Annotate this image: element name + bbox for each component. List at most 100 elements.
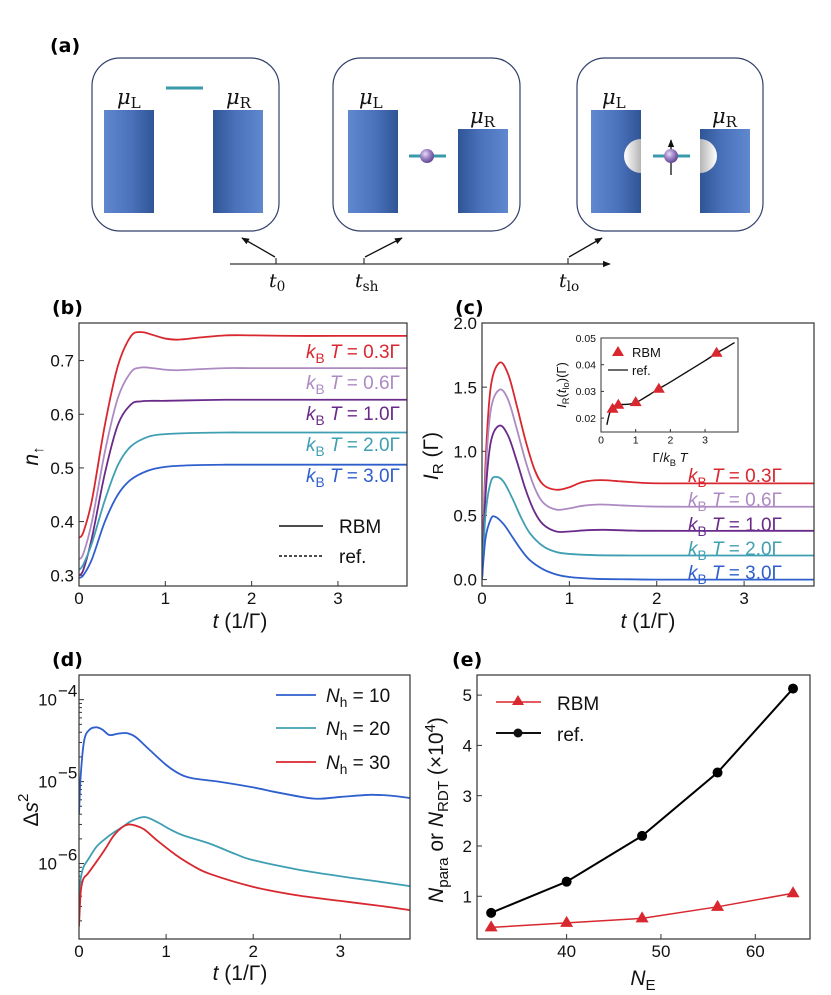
- panel-label-c: (c): [455, 297, 484, 319]
- e-point-rbm: [560, 915, 574, 927]
- panel-label-e: (e): [452, 649, 482, 671]
- e-point-ref: [561, 876, 572, 887]
- x-tick-label: 50: [651, 942, 670, 961]
- x-tick-label: 3: [702, 435, 708, 447]
- e-legend-rbm-label: RBM: [557, 694, 599, 715]
- mu-right-label: μR: [226, 85, 252, 112]
- x-tick-label: 1: [161, 942, 170, 961]
- y-tick-label: 0.4: [50, 513, 74, 532]
- b-curves: [79, 331, 407, 579]
- y-tick-label: 2: [463, 837, 472, 856]
- d-series-1: [79, 816, 410, 897]
- b-label-kbt-0.6: kB T = 0.6Γ: [306, 373, 400, 397]
- b-series-2: [79, 398, 407, 576]
- b-axis-ticks: 0 1 2 3 0.3 0.4 0.5 0.6 0.7: [50, 352, 342, 608]
- pointer-arrow-tlo: [568, 237, 603, 258]
- timeline-label-tsh: tsh: [355, 270, 379, 295]
- right-lead-hole: [700, 139, 717, 173]
- d-legend-nh30: Nh = 30: [326, 753, 390, 777]
- c-label-kbt-0.6: kB T = 0.6Γ: [688, 490, 782, 514]
- e-legend: RBM ref.: [496, 694, 599, 746]
- x-tick-label: 2: [248, 942, 257, 961]
- d-series-2: [79, 823, 410, 927]
- b-series-0: [79, 331, 407, 539]
- d-curves: [79, 726, 410, 927]
- b-label-kbt-0.3: kB T = 0.3Γ: [306, 342, 400, 366]
- y-tick-label: 1.5: [453, 378, 477, 397]
- b-label-kbt-2.0: kB T = 2.0Γ: [306, 435, 400, 459]
- c-xlabel: t (1/Γ): [621, 610, 676, 633]
- b-series-1: [79, 366, 407, 560]
- b-label-kbt-1.0: kB T = 1.0Γ: [306, 404, 400, 428]
- mu-right-label: μR: [712, 104, 738, 131]
- inset-legend-ref-label: ref.: [632, 363, 651, 378]
- b-label-kbt-3.0: kB T = 3.0Γ: [306, 466, 400, 490]
- inset-rbm-point: [652, 382, 665, 393]
- c-series-2: [482, 424, 814, 580]
- e-marks: [484, 683, 800, 932]
- c-label-kbt-1.0: kB T = 1.0Γ: [688, 515, 782, 539]
- electron-icon: [664, 149, 678, 163]
- d-series-0: [79, 726, 410, 815]
- y-tick-label: 10: [38, 691, 57, 710]
- mu-left-label: μL: [359, 85, 383, 112]
- y-tick-label: 0.5: [50, 459, 74, 478]
- b-ylabel: n↑: [20, 446, 47, 465]
- b-series-4: [79, 463, 407, 579]
- mu-right-label: μR: [470, 104, 496, 131]
- e-point-ref: [712, 767, 723, 778]
- inset-rbm-point: [629, 396, 642, 407]
- x-tick-label: 3: [739, 589, 748, 608]
- e-point-rbm: [484, 920, 498, 932]
- left-lead-hole: [624, 139, 641, 173]
- d-legend-nh10: Nh = 10: [326, 686, 390, 710]
- y-tick-label: 0.5: [453, 507, 477, 526]
- y-tick-exponent: −4: [58, 682, 77, 701]
- c-ylabel: IR (Γ): [420, 432, 447, 480]
- e-axes-frame: [476, 674, 811, 940]
- mu-left-label: μL: [117, 85, 141, 112]
- c-inset: 0 1 2 3 0.02 0.03 0.04 0.05 RBM ref. Γ/kB T IR(…: [554, 333, 739, 468]
- panel-d: (d) 0 1 2 310−610−510−4 Nh = 10 Nh = 20 Nh …: [15, 649, 411, 985]
- b-xlabel: t (1/Γ): [213, 610, 268, 633]
- b-legend-ref-label: ref.: [339, 547, 366, 568]
- panel-label-d: (d): [52, 649, 83, 671]
- d-legend-nh20: Nh = 20: [326, 719, 390, 743]
- e-point-ref: [788, 683, 799, 694]
- left-lead: [348, 110, 398, 213]
- x-tick-label: 1: [633, 435, 639, 447]
- timeline-label-tlo: tlo: [559, 270, 579, 295]
- panel-b: (b) 0 1 2 3 0.3 0.4 0.5 0.6 0.7 kB T = 0.3Γ kB T…: [20, 297, 408, 633]
- e-series-line-1: [490, 687, 794, 914]
- b-legend: RBM ref.: [279, 517, 381, 568]
- inset-marks: [606, 341, 735, 425]
- inset-legend-rbm-label: RBM: [632, 345, 661, 360]
- y-tick-label: 0.02: [576, 413, 597, 425]
- b-series-3: [79, 431, 407, 571]
- x-tick-label: 0: [74, 589, 83, 608]
- y-tick-exponent: −5: [58, 764, 77, 783]
- d-legend: Nh = 10 Nh = 20 Nh = 30: [276, 686, 390, 777]
- x-tick-label: 3: [336, 942, 345, 961]
- c-curve-labels: kB T = 0.3Γ kB T = 0.6Γ kB T = 1.0Γ kB T…: [688, 466, 782, 587]
- e-point-ref: [637, 830, 648, 841]
- right-lead: [458, 129, 508, 213]
- y-tick-label: 10: [38, 855, 57, 874]
- e-point-rbm: [786, 886, 800, 898]
- e-point-rbm: [711, 899, 725, 911]
- inset-axis-ticks: 0 1 2 3 0.02 0.03 0.04 0.05: [576, 333, 709, 447]
- x-tick-label: 40: [557, 942, 576, 961]
- y-tick-label: 4: [463, 737, 472, 756]
- panel-c: (c) 0 1 2 3 0.0 0.5 1.0 1.5 2.0 kB T = 0.3Γ kB T…: [420, 297, 815, 633]
- c-label-kbt-2.0: kB T = 2.0Γ: [688, 539, 782, 563]
- c-curves: [482, 361, 814, 581]
- y-tick-label: 0.3: [50, 566, 74, 585]
- inset-ylabel: IR(tlo)(Γ): [554, 362, 571, 408]
- x-tick-label: 0: [74, 942, 83, 961]
- y-tick-exponent: −6: [58, 846, 77, 865]
- d-ylabel: Δs2: [15, 794, 43, 827]
- right-lead: [213, 110, 263, 213]
- panel-a: (a) μL μR μL μR: [50, 35, 764, 295]
- y-tick-label: 5: [463, 686, 472, 705]
